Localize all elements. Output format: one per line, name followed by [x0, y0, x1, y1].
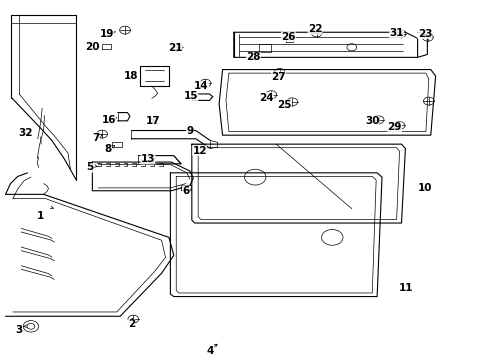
Text: 19: 19 — [100, 29, 114, 39]
Text: 2: 2 — [127, 319, 135, 329]
Text: 10: 10 — [417, 183, 431, 193]
Text: 15: 15 — [183, 91, 198, 101]
Text: 31: 31 — [388, 28, 403, 38]
Text: 21: 21 — [168, 43, 182, 53]
Text: 7: 7 — [92, 133, 99, 143]
Text: 6: 6 — [182, 186, 189, 196]
Text: 26: 26 — [281, 32, 295, 41]
Text: 18: 18 — [124, 71, 138, 81]
Text: 8: 8 — [104, 144, 111, 154]
Text: 14: 14 — [194, 81, 208, 91]
Text: 23: 23 — [417, 29, 431, 39]
Text: 5: 5 — [85, 162, 93, 172]
Text: 30: 30 — [364, 116, 379, 126]
Text: 32: 32 — [18, 129, 32, 138]
Text: 17: 17 — [145, 116, 160, 126]
Text: 24: 24 — [259, 93, 273, 103]
Text: 13: 13 — [141, 154, 155, 164]
Text: 3: 3 — [16, 325, 23, 335]
Text: 29: 29 — [386, 122, 401, 132]
Text: 28: 28 — [245, 52, 260, 62]
Text: 9: 9 — [186, 126, 193, 135]
Text: 4: 4 — [206, 346, 214, 356]
Text: 16: 16 — [102, 115, 116, 125]
Text: 20: 20 — [85, 42, 100, 51]
Text: 1: 1 — [37, 211, 44, 221]
Text: 22: 22 — [307, 24, 322, 35]
Text: 12: 12 — [192, 145, 206, 156]
Text: 27: 27 — [271, 72, 285, 82]
Text: 11: 11 — [398, 283, 413, 293]
Text: 25: 25 — [277, 100, 291, 110]
